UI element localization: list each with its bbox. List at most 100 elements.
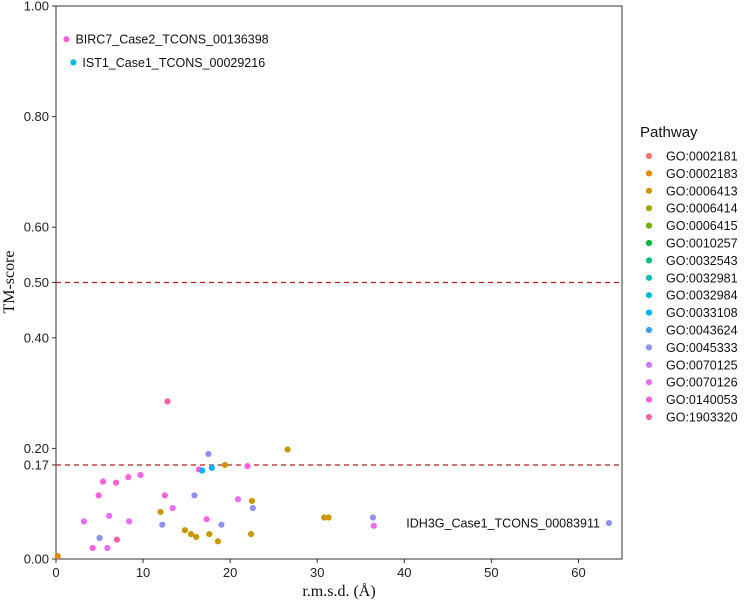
x-tick-label: 50 (484, 565, 498, 580)
y-tick-label: 1.00 (24, 0, 49, 14)
data-point (249, 505, 256, 512)
legend-key (645, 344, 653, 351)
legend-label: GO:0006413 (666, 184, 738, 198)
legend-key (645, 274, 653, 281)
x-tick-label: 0 (52, 565, 59, 580)
data-point (605, 519, 613, 527)
y-tick-label: 0.00 (24, 552, 49, 567)
legend-key (645, 396, 653, 403)
x-tick-label: 20 (223, 565, 237, 580)
y-tick-label: 0.50 (24, 275, 49, 290)
data-point (112, 479, 120, 486)
x-tick-label: 30 (310, 565, 324, 580)
data-point (208, 464, 215, 471)
data-point (126, 518, 133, 525)
legend-key (645, 292, 653, 299)
legend-label: GO:0002181 (666, 150, 738, 164)
data-point (99, 478, 107, 485)
legend-key (645, 309, 653, 316)
data-point (54, 553, 61, 560)
data-point (169, 505, 176, 512)
data-point (96, 534, 103, 542)
data-point (234, 496, 242, 503)
data-point (63, 36, 70, 43)
legend-label: GO:0043624 (666, 324, 738, 338)
legend-title: Pathway (640, 124, 698, 141)
y-tick-label: 0.40 (24, 330, 49, 345)
data-point (159, 521, 166, 528)
point-annotation: IST1_Case1_TCONS_00029216 (82, 56, 265, 70)
data-point (191, 492, 198, 499)
data-point (137, 471, 144, 479)
data-point (203, 516, 210, 523)
point-annotation: IDH3G_Case1_TCONS_00083911 (406, 517, 600, 531)
data-point (70, 59, 77, 66)
data-point (106, 512, 113, 519)
data-point (125, 474, 132, 481)
legend-key (645, 257, 653, 264)
data-point (244, 462, 251, 470)
reference-lines (56, 281, 622, 466)
legend-label: GO:0002183 (666, 167, 738, 181)
legend-label: GO:1903320 (666, 411, 738, 425)
legend-label: GO:0140053 (666, 393, 738, 407)
data-point (164, 398, 171, 405)
legend-key (645, 222, 653, 229)
data-points (54, 36, 613, 560)
data-point (199, 467, 206, 474)
legend-label: GO:0010257 (666, 237, 738, 251)
legend-label: GO:0032984 (666, 289, 738, 303)
legend-key (645, 205, 653, 212)
y-tick-label: 0.60 (24, 220, 49, 235)
data-point (80, 518, 87, 525)
data-point (193, 533, 200, 540)
data-point (214, 538, 222, 545)
legend-key (645, 152, 653, 160)
data-point (370, 522, 377, 529)
legend: Pathway GO:0002181 GO:0002183 GO:0006413 GO… (640, 124, 738, 425)
x-tick-label: 10 (136, 565, 150, 580)
legend-key (645, 379, 653, 386)
legend-key (645, 361, 653, 368)
legend-label: GO:0045333 (666, 341, 738, 355)
data-point (205, 450, 212, 458)
data-point (95, 492, 102, 499)
legend-label: GO:0033108 (666, 306, 738, 320)
y-axis-ticks: 0.00 0.170.20 0.40 0.50 0.60 0.80 1.00 (24, 0, 56, 567)
data-point (221, 461, 229, 469)
data-point (206, 531, 213, 538)
data-point (89, 544, 96, 552)
x-axis-title: r.m.s.d. (Å) (302, 582, 375, 600)
x-tick-label: 40 (397, 565, 411, 580)
x-axis-ticks: 0 10 20 30 40 50 60 (52, 559, 586, 580)
data-point (157, 508, 164, 516)
y-tick-label: 0.17 (24, 457, 49, 472)
legend-key (645, 326, 653, 334)
data-point (161, 492, 168, 499)
data-point (284, 446, 291, 453)
data-point (187, 531, 195, 538)
x-tick-label: 60 (571, 565, 585, 580)
legend-label: GO:0006415 (666, 219, 738, 233)
legend-key (645, 187, 653, 194)
data-point (321, 514, 328, 521)
legend-label: GO:0032543 (666, 254, 738, 268)
legend-label: GO:0006414 (666, 202, 738, 216)
data-point (113, 536, 121, 543)
legend-key (645, 239, 653, 247)
point-annotations: BIRC7_Case2_TCONS_00136398 IST1_Case1_TCO… (75, 33, 600, 531)
data-point (104, 544, 111, 552)
point-annotation: BIRC7_Case2_TCONS_00136398 (75, 33, 268, 47)
data-point (325, 514, 332, 521)
data-point (248, 497, 256, 505)
y-axis-title: TM-score (1, 250, 18, 313)
legend-key (645, 170, 653, 177)
y-tick-label: 0.80 (24, 109, 49, 124)
y-tick-label: 0.20 (24, 441, 49, 456)
legend-label: GO:0070125 (666, 358, 738, 372)
legend-label: GO:0032981 (666, 271, 738, 285)
data-point (369, 514, 377, 521)
data-point (181, 527, 188, 534)
data-point (218, 521, 225, 528)
